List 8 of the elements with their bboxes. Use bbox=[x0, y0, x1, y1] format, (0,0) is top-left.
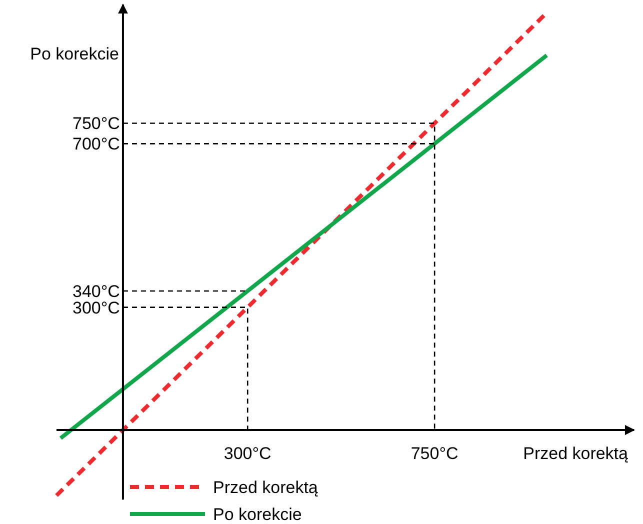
y-tick-label: 300°C bbox=[72, 298, 120, 318]
legend-label: Po korekcie bbox=[213, 505, 302, 524]
y-tick-label: 340°C bbox=[72, 282, 120, 301]
x-axis-title: Przed korektą bbox=[523, 444, 629, 464]
y-axis-title: Po korekcie bbox=[30, 44, 119, 64]
y-tick-label: 700°C bbox=[72, 134, 120, 154]
legend-label: Przed korektą bbox=[213, 478, 318, 497]
y-tick-label: 750°C bbox=[72, 114, 120, 134]
